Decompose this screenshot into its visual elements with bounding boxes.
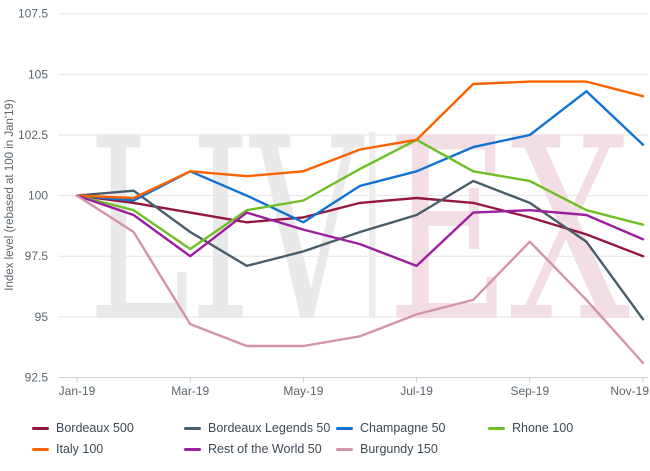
legend-item-bordeaux-500[interactable]: Bordeaux 500 [32,421,134,435]
watermark-divider-bar [369,132,376,318]
x-tick-label-mar-19: Mar-19 [171,384,209,398]
y-tick-label-95: 95 [35,310,49,324]
legend-label-bordeaux-500: Bordeaux 500 [56,421,134,435]
legend-label-burgundy-150: Burgundy 150 [360,442,438,456]
legend-label-bordeaux-legends-50: Bordeaux Legends 50 [208,421,331,435]
x-axis-labels: Jan-19 Mar-19 May-19 Jul-19 Sep-19 Nov-19 [59,384,650,398]
legend-swatch-burgundy-150 [336,447,353,451]
series-line-bordeaux-500 [75,194,645,258]
series-line-burgundy-150 [75,194,645,365]
y-tick-label-92.5: 92.5 [25,371,49,385]
legend-label-rhone-100: Rhone 100 [512,421,574,435]
x-axis [76,377,644,383]
x-tick-label-jul-19: Jul-19 [400,384,433,398]
watermark-ex-text: EX [387,85,630,378]
legend-swatch-rest-of-the-world-50 [184,447,201,451]
x-tick-label-may-19: May-19 [283,384,323,398]
x-tick-label-nov-19: Nov-19 [610,384,649,398]
x-tick-label-sep-19: Sep-19 [510,384,549,398]
y-tick-label-97.5: 97.5 [25,249,49,263]
watermark-liv-text: LIV [88,85,364,378]
legend-item-bordeaux-legends-50[interactable]: Bordeaux Legends 50 [184,421,330,435]
y-tick-label-105: 105 [28,67,48,81]
legend-item-rest-of-the-world-50[interactable]: Rest of the World 50 [184,442,322,456]
x-tick-label-jan-19: Jan-19 [59,384,96,398]
y-axis-labels: 107.5 105 102.5 100 97.5 95 92.5 [18,7,48,385]
livex-watermark: LIV EX [88,85,630,378]
legend-item-italy-100[interactable]: Italy 100 [32,442,103,456]
legend-swatch-italy-100 [32,447,49,451]
legend-item-rhone-100[interactable]: Rhone 100 [488,421,573,435]
legend-swatch-bordeaux-legends-50 [184,426,201,430]
plot-series-lines [75,80,645,365]
legend-swatch-rhone-100 [488,426,505,430]
legend-item-burgundy-150[interactable]: Burgundy 150 [336,442,438,456]
y-axis-title: Index level (rebased at 100 in Jan'19) [4,99,16,291]
legend-label-rest-of-the-world-50: Rest of the World 50 [208,442,322,456]
legend-swatch-bordeaux-500 [32,426,49,430]
series-line-rhone-100 [75,138,645,251]
y-tick-label-107.5: 107.5 [18,7,48,21]
series-line-rest-of-the-world-50 [75,194,645,268]
legend-label-champagne-50: Champagne 50 [360,421,446,435]
series-line-bordeaux-legends-50 [75,179,645,321]
y-tick-label-102.5: 102.5 [18,128,48,142]
y-tick-label-100: 100 [28,189,48,203]
legend-item-champagne-50[interactable]: Champagne 50 [336,421,445,435]
legend-label-italy-100: Italy 100 [56,442,104,456]
series-line-italy-100 [75,80,645,200]
y-gridlines [58,13,648,378]
legend-swatch-champagne-50 [336,426,353,430]
